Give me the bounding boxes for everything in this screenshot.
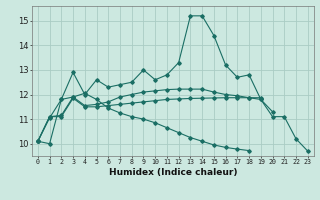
X-axis label: Humidex (Indice chaleur): Humidex (Indice chaleur): [108, 168, 237, 177]
